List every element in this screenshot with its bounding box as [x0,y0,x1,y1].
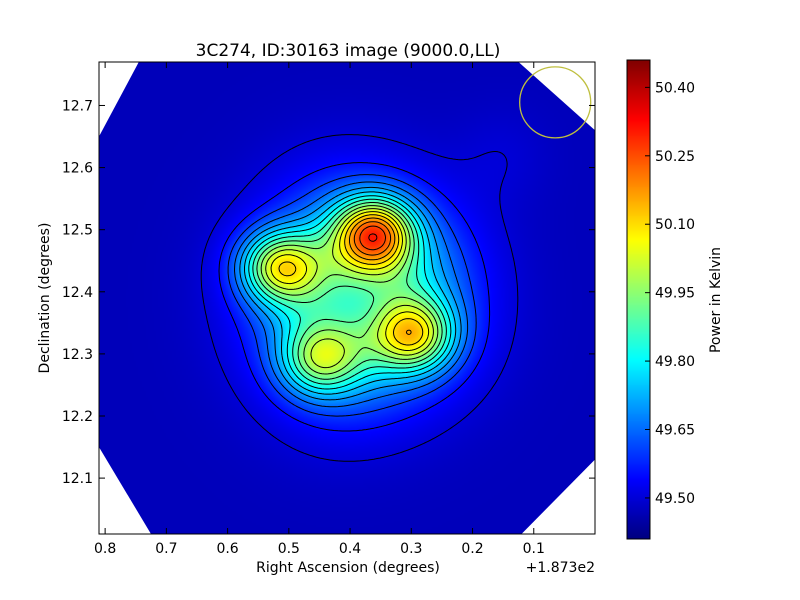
contour-level-2 [227,174,477,417]
y-tick-label: 12.6 [62,161,93,177]
x-tick-label: 0.1 [523,541,545,557]
colorbar-tick-label: 50.40 [655,80,695,96]
contour-level-13 [349,217,412,335]
colorbar-tick-label: 50.25 [655,149,695,165]
y-tick-label: 12.7 [62,98,93,114]
image-corners [99,62,595,534]
contour-level-15 [359,225,386,251]
x-tick-label: 0.8 [94,541,116,557]
contour-level-1 [218,162,491,432]
contour-level-6 [248,195,452,390]
colorbar-frame [626,59,651,540]
x-tick-label: 0.4 [339,541,361,557]
colorbar-tick-label: 49.50 [655,491,695,507]
image-corner-0 [99,62,139,137]
image-corner-2 [99,447,151,534]
contour-level-7 [252,198,447,385]
colorbar-label: Power in Kelvin [708,247,724,353]
x-axis: 0.8 0.7 0.6 0.5 0.4 0.3 0.2 0.1 [94,62,545,557]
beam-ellipse [519,66,592,139]
y-tick-label: 12.5 [62,223,93,239]
y-axis: 12.1 12.2 12.3 12.4 12.5 12.6 12.7 [62,98,595,487]
contour-level-14 [353,221,392,256]
x-tick-label: 0.2 [461,541,483,557]
colorbar-tick-label: 50.10 [655,217,695,233]
contour-lines [200,134,519,462]
image-corner-1 [518,62,595,131]
contour-level-9 [260,205,439,375]
x-tick-label: 0.6 [216,541,238,557]
y-tick-label: 12.4 [62,285,93,301]
chart-title: 3C274, ID:30163 image (9000.0,LL) [196,41,501,61]
contour-level-12 [278,214,424,346]
image-corner-3 [521,459,595,534]
colorbar-ticks: 49.50 49.65 49.80 49.95 50.10 50.25 50.40 [645,80,695,507]
contour-level-4 [239,186,462,401]
y-axis-label: Declination (degrees) [37,223,53,374]
x-offset-label: +1.873e2 [526,560,595,576]
x-tick-label: 0.5 [278,541,300,557]
contour-level-3 [234,181,469,408]
contour-level-0 [200,134,519,462]
plot-frame [98,61,596,535]
y-tick-label: 12.2 [62,409,93,425]
contour-level-8 [256,202,443,380]
y-tick-label: 12.3 [62,347,93,363]
x-tick-label: 0.7 [155,541,177,557]
contour-level-16 [368,233,378,242]
y-tick-label: 12.1 [62,471,93,487]
colorbar-tick-label: 49.95 [655,286,695,302]
contour-level-5 [244,191,457,395]
heatmap-image [99,62,595,534]
colorbar-gradient [627,60,650,539]
plot-area [98,61,596,535]
colorbar-tick-label: 49.80 [655,354,695,370]
contour-level-10 [265,208,434,369]
colorbar-tick-label: 49.65 [655,423,695,439]
contour-level-11 [270,211,430,351]
x-tick-label: 0.3 [400,541,422,557]
colorbar: 49.50 49.65 49.80 49.95 50.10 50.25 50.40 Powe… [626,59,724,540]
x-axis-label: Right Ascension (degrees) [256,560,440,576]
